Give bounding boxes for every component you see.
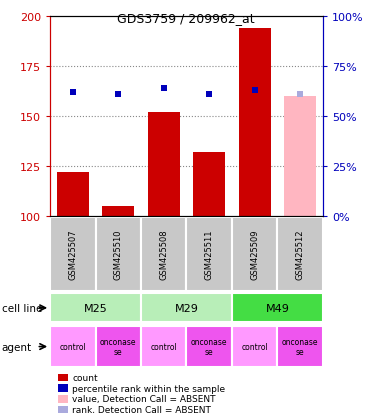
Text: GDS3759 / 209962_at: GDS3759 / 209962_at	[117, 12, 254, 25]
Text: M29: M29	[174, 303, 198, 313]
Bar	[141, 326, 187, 367]
Text: count: count	[72, 373, 98, 382]
Bar	[278, 326, 323, 367]
Text: cell line: cell line	[2, 303, 42, 313]
Text: control: control	[59, 342, 86, 351]
Bar	[50, 326, 96, 367]
Bar	[96, 218, 141, 291]
Bar	[141, 294, 232, 323]
Text: M49: M49	[265, 303, 289, 313]
Text: rank, Detection Call = ABSENT: rank, Detection Call = ABSENT	[72, 405, 211, 413]
Text: GSM425509: GSM425509	[250, 229, 259, 280]
Text: agent: agent	[2, 342, 32, 352]
Bar	[284, 97, 316, 217]
Text: GSM425511: GSM425511	[205, 229, 214, 280]
Text: GSM425510: GSM425510	[114, 229, 123, 280]
Bar	[278, 218, 323, 291]
Bar	[50, 218, 96, 291]
Bar	[187, 218, 232, 291]
Text: control: control	[241, 342, 268, 351]
Text: value, Detection Call = ABSENT: value, Detection Call = ABSENT	[72, 394, 216, 404]
Bar	[50, 294, 141, 323]
Text: GSM425512: GSM425512	[296, 229, 305, 280]
Text: onconase
se: onconase se	[100, 337, 137, 356]
Text: control: control	[150, 342, 177, 351]
Text: onconase
se: onconase se	[282, 337, 318, 356]
Bar	[96, 326, 141, 367]
Bar	[232, 294, 323, 323]
Bar	[102, 207, 134, 217]
Bar	[141, 218, 187, 291]
Bar	[193, 153, 225, 217]
Bar	[187, 326, 232, 367]
Text: onconase
se: onconase se	[191, 337, 227, 356]
Bar	[239, 28, 270, 217]
Text: percentile rank within the sample: percentile rank within the sample	[72, 384, 226, 393]
Bar	[232, 218, 278, 291]
Bar	[148, 113, 180, 217]
Bar	[57, 173, 89, 217]
Bar	[232, 326, 278, 367]
Text: M25: M25	[83, 303, 108, 313]
Text: GSM425507: GSM425507	[68, 229, 77, 280]
Text: GSM425508: GSM425508	[159, 229, 168, 280]
